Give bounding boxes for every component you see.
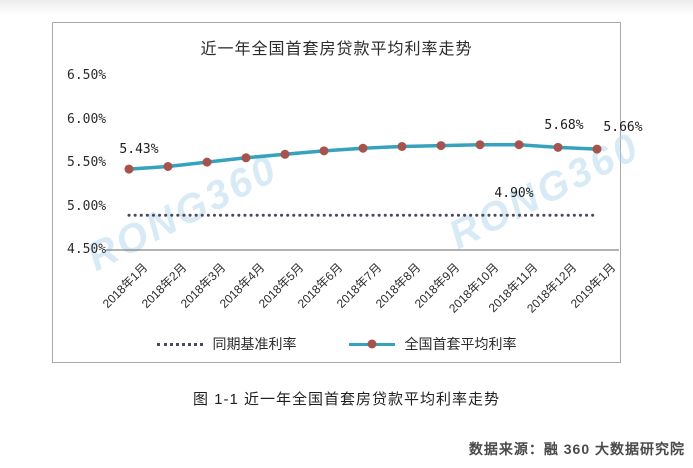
chart-panel: 近一年全国首套房贷款平均利率走势 RONG360 RONG360 6.50% 6.… — [52, 22, 647, 363]
legend-item: 全国首套平均利率 — [348, 334, 517, 354]
chart-title: 近一年全国首套房贷款平均利率走势 — [200, 41, 473, 58]
line-plot — [106, 140, 619, 251]
dotted-line-swatch-icon — [156, 340, 203, 348]
value-label: 4.90% — [494, 186, 534, 202]
value-label: 5.68% — [544, 118, 584, 134]
legend-item: 同期基准利率 — [156, 334, 297, 354]
figure-caption: 图 1-1 近一年全国首套房贷款平均利率走势 — [192, 391, 501, 408]
y-tick-label: 5.00% — [67, 198, 107, 214]
legend-label: 全国首套平均利率 — [404, 336, 517, 352]
y-tick-label: 4.50% — [67, 242, 107, 257]
legend-label: 同期基准利率 — [212, 336, 297, 352]
value-label: 5.66% — [603, 120, 643, 136]
y-tick-label: 6.00% — [67, 111, 107, 127]
y-tick-label: 6.50% — [67, 68, 107, 83]
y-tick-label: 5.50% — [67, 155, 107, 170]
value-label: 5.43% — [119, 142, 159, 158]
line-marker-swatch-icon — [348, 339, 395, 349]
data-source-credit: 数据来源：融 360 大数据研究院 — [468, 441, 685, 457]
chart-legend: 同期基准利率 全国首套平均利率 — [53, 334, 620, 354]
